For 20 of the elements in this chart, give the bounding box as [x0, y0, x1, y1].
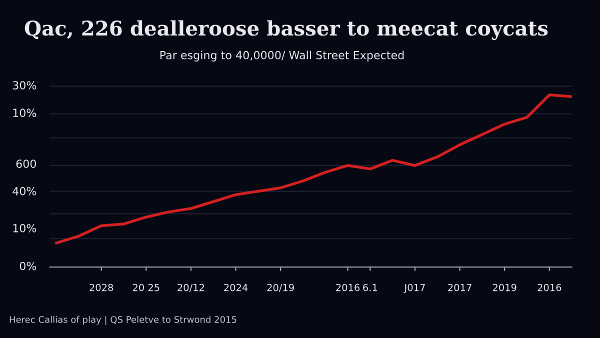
text: Herec Callias of play | QS Peletve to Strwond 2015: [10, 316, 236, 325]
x-tick-label: 2024: [224, 284, 248, 292]
x-tick-label: 2017: [448, 284, 472, 292]
text: 0%: [20, 262, 36, 270]
x-tick-label: 2019: [492, 284, 516, 292]
x-tick-label: 20/12: [178, 284, 204, 292]
x-tick-label: 20/19: [267, 284, 294, 292]
x-tick-label: 6.1: [363, 284, 377, 292]
x-tick-label: 2016: [336, 284, 360, 292]
x-tick-label: 2016: [538, 284, 562, 292]
text: 30%: [12, 81, 36, 90]
text: 40%: [12, 186, 36, 196]
x-tick-label: 2028: [90, 284, 114, 292]
text: 10%: [13, 108, 36, 118]
chart-subtitle: Par esging to 40,0000/ Wall Street Expected: [160, 50, 404, 62]
x-tick-label: J017: [404, 284, 425, 294]
text: 10%: [13, 224, 36, 232]
text: 600: [16, 160, 36, 168]
x-tick-label: 20 25: [132, 284, 160, 292]
chart-title: Qac, 226 dealleroose basser to meecat coycats: [24, 20, 548, 40]
